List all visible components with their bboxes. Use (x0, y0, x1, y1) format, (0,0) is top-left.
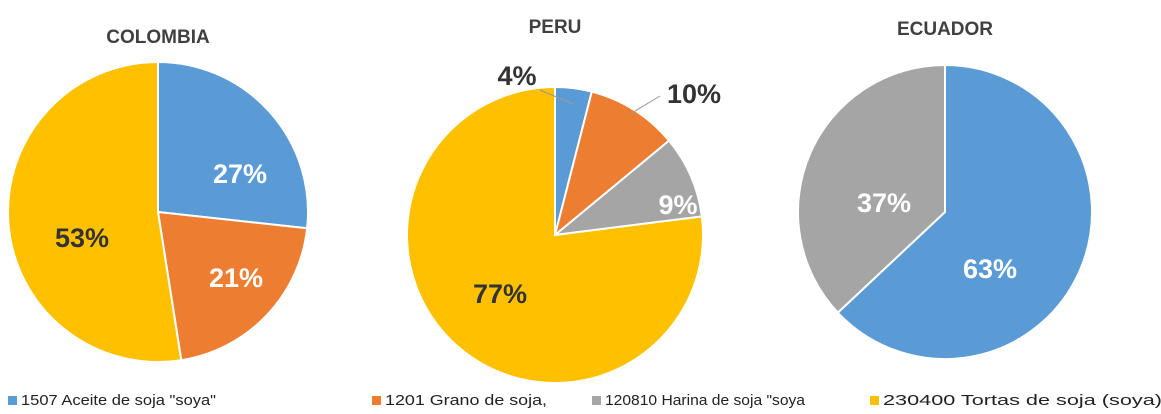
data-label: 63% (963, 254, 1017, 284)
chart-title: PERU (529, 17, 582, 38)
data-label: 10% (667, 79, 721, 109)
pie-slice (156, 210, 309, 362)
data-label: 9% (658, 190, 697, 220)
leader-line (539, 89, 574, 105)
data-label: 27% (213, 159, 267, 189)
chart-title: COLOMBIA (106, 27, 210, 48)
legend-swatch (870, 396, 879, 405)
data-label: 53% (55, 223, 109, 253)
pie-slice (553, 90, 671, 238)
leader-line (629, 95, 661, 115)
legend-swatch (8, 396, 17, 405)
legend-label: 1201 Grano de soja, (385, 392, 547, 409)
legend-label: 120810 Harina de soja "soya (605, 392, 806, 409)
data-label: 21% (209, 263, 263, 293)
chart-title: ECUADOR (897, 19, 993, 40)
legend-label: 1507 Aceite de soja "soya" (21, 392, 216, 409)
pie-slice (157, 60, 309, 230)
data-label: 37% (857, 188, 911, 218)
pie-slice (797, 63, 946, 315)
data-label: 77% (473, 279, 527, 309)
pie-slice (551, 139, 703, 237)
data-label: 4% (497, 61, 536, 91)
legend-label: 230400 Tortas de soja (soya), (883, 392, 1161, 409)
pie-slice (836, 63, 1094, 360)
pie-slice (406, 85, 704, 384)
legend-swatch (592, 396, 601, 405)
legend-swatch (372, 396, 381, 405)
pie-slice (7, 60, 183, 363)
